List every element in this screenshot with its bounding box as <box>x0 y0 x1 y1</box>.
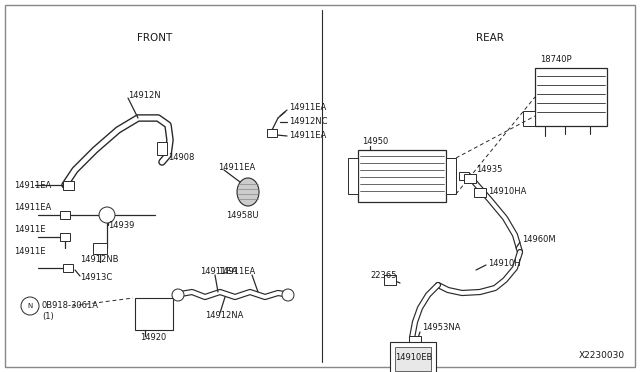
Text: 14913C: 14913C <box>80 273 112 282</box>
Text: 14939: 14939 <box>108 221 134 230</box>
Text: N: N <box>28 303 33 309</box>
Bar <box>348 158 358 194</box>
Text: 14911EA: 14911EA <box>14 203 51 212</box>
Bar <box>395 347 431 371</box>
Bar <box>93 243 107 253</box>
Text: 14953NA: 14953NA <box>422 324 461 333</box>
Text: 14911EA: 14911EA <box>200 267 237 276</box>
Text: 14910HA: 14910HA <box>488 187 526 196</box>
Bar <box>135 298 173 330</box>
Text: 22365: 22365 <box>370 272 397 280</box>
Bar <box>60 211 70 219</box>
Bar <box>63 264 73 272</box>
Bar <box>446 158 456 194</box>
Text: 14911EA: 14911EA <box>289 103 326 112</box>
Text: 14911EA: 14911EA <box>289 131 326 141</box>
Circle shape <box>99 207 115 223</box>
Text: 14911EA: 14911EA <box>14 180 51 189</box>
Text: 14911EA: 14911EA <box>218 267 255 276</box>
Text: 14912N: 14912N <box>128 90 161 99</box>
Bar <box>267 129 277 137</box>
Circle shape <box>21 297 39 315</box>
Text: 14911E: 14911E <box>14 225 45 234</box>
Text: (1): (1) <box>42 311 54 321</box>
Text: 14960M: 14960M <box>522 235 556 244</box>
Bar <box>535 68 607 126</box>
Bar <box>523 111 535 126</box>
Circle shape <box>282 289 294 301</box>
Text: 14935: 14935 <box>476 166 502 174</box>
Text: 14950: 14950 <box>362 138 388 147</box>
Bar <box>384 275 396 285</box>
Bar <box>464 173 476 183</box>
Text: 14908: 14908 <box>168 154 195 163</box>
Text: 14911E: 14911E <box>14 247 45 257</box>
Text: 14912NA: 14912NA <box>205 311 243 320</box>
Bar <box>474 187 486 196</box>
Text: 14910EB: 14910EB <box>395 353 433 362</box>
Text: REAR: REAR <box>476 33 504 43</box>
Text: 14912NB: 14912NB <box>80 256 118 264</box>
Circle shape <box>172 289 184 301</box>
Text: 14910H: 14910H <box>488 259 520 267</box>
Ellipse shape <box>237 178 259 206</box>
Text: 14912NC: 14912NC <box>289 118 328 126</box>
Bar <box>63 180 74 189</box>
Text: 14920: 14920 <box>140 334 166 343</box>
Text: 18740P: 18740P <box>540 55 572 64</box>
Bar <box>157 141 167 154</box>
Text: FRONT: FRONT <box>138 33 173 43</box>
Bar <box>60 233 70 241</box>
Text: 14911EA: 14911EA <box>218 164 255 173</box>
Text: X2230030: X2230030 <box>579 352 625 360</box>
Bar <box>358 150 446 202</box>
Bar <box>409 336 421 344</box>
Text: 14958U: 14958U <box>226 211 259 219</box>
Bar <box>459 172 469 180</box>
Bar <box>390 342 436 372</box>
Text: 0B918-3061A: 0B918-3061A <box>42 301 99 311</box>
